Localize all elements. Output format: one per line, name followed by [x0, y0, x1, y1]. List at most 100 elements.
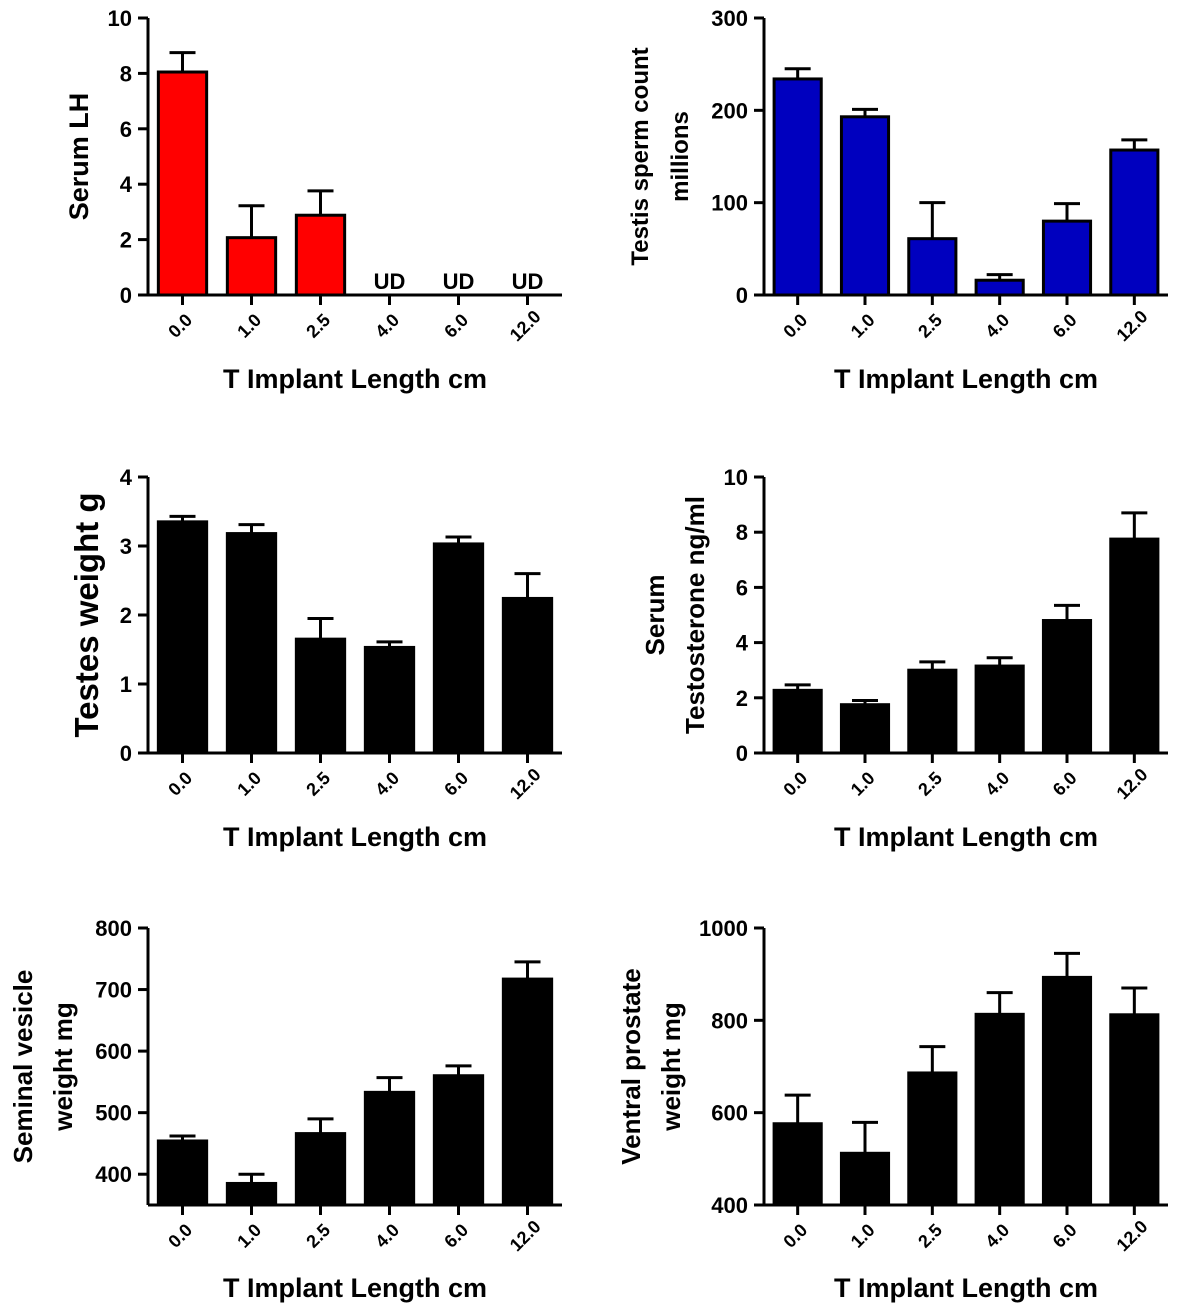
x-tick-label: 0.0	[780, 1220, 812, 1252]
y-tick-label: 6	[736, 575, 748, 600]
bar	[772, 77, 823, 297]
x-tick-label: 1.0	[847, 310, 879, 342]
y-tick-label: 1	[120, 672, 132, 697]
y-tick-label: 10	[724, 465, 748, 490]
bar	[1041, 975, 1093, 1207]
bar	[1109, 537, 1160, 755]
bar	[1109, 148, 1160, 297]
x-tick-label: 12.0	[1113, 306, 1152, 345]
bar	[363, 645, 416, 755]
x-tick-label: 0.0	[780, 310, 812, 342]
bar-value-label: UD	[374, 269, 406, 294]
x-tick-label: 4.0	[982, 768, 1014, 800]
y-tick-label: 3	[120, 534, 132, 559]
chart-panel-2: 0 100 200 300 0.0 1.0 2.5 4.0 6.0 12.0 Testis sper…	[627, 6, 1168, 394]
y-tick-label: 0	[736, 283, 748, 308]
y-tick-label: 300	[711, 6, 748, 31]
y-tick-label: 800	[95, 916, 132, 941]
y-axis-label: weight mg	[48, 1002, 78, 1132]
y-tick-label: 400	[95, 1162, 132, 1187]
x-axis-label: T Implant Length cm	[223, 822, 487, 852]
x-tick-label: 6.0	[1049, 310, 1081, 342]
bar	[501, 977, 554, 1207]
bar	[907, 237, 958, 297]
y-tick-label: 0	[736, 741, 748, 766]
x-tick-label: 1.0	[233, 310, 265, 342]
x-tick-label: 2.5	[914, 1220, 946, 1252]
bar	[1109, 1013, 1160, 1207]
bar	[432, 1074, 485, 1207]
y-tick-label: 0	[120, 283, 132, 308]
x-tick-label: 12.0	[506, 764, 545, 803]
x-tick-label: 6.0	[1049, 768, 1081, 800]
x-tick-label: 12.0	[506, 306, 545, 345]
bar	[156, 1139, 209, 1207]
x-tick-label: 12.0	[1113, 1216, 1152, 1255]
y-axis-label: Serum	[640, 575, 670, 656]
x-tick-label: 4.0	[371, 1220, 403, 1252]
bar	[1041, 619, 1093, 755]
chart-panel-6: 400 600 800 1000 0.0 1.0 2.5 4.0 6.0 12.0 Ventral …	[616, 916, 1168, 1303]
x-tick-label: 4.0	[982, 1220, 1014, 1252]
x-tick-label: 2.5	[302, 1220, 334, 1252]
bar	[772, 688, 823, 755]
bar	[1041, 219, 1093, 297]
x-tick-label: 2.5	[302, 768, 334, 800]
bar	[839, 703, 891, 755]
x-axis-label: T Implant Length cm	[223, 1273, 487, 1303]
y-tick-label: 100	[711, 191, 748, 216]
y-tick-label: 6	[120, 117, 132, 142]
bar	[974, 1012, 1025, 1207]
chart-panel-5: 400 500 600 700 800 0.0 1.0 2.5 4.0 6.0 12.0 Semina…	[8, 916, 562, 1303]
y-axis-label: Testosterone ng/ml	[680, 496, 710, 734]
y-tick-label: 400	[711, 1193, 748, 1218]
y-axis-label: millions	[667, 111, 694, 202]
x-tick-label: 0.0	[780, 768, 812, 800]
x-axis-label: T Implant Length cm	[834, 822, 1098, 852]
y-tick-label: 8	[736, 520, 748, 545]
y-tick-label: 500	[95, 1101, 132, 1126]
bar	[294, 1132, 347, 1207]
bar	[294, 213, 347, 297]
y-tick-label: 0	[120, 741, 132, 766]
y-axis-label: Testes weight g	[68, 492, 105, 737]
y-axis-label: Serum LH	[64, 93, 94, 221]
x-tick-label: 1.0	[233, 768, 265, 800]
x-tick-label: 1.0	[847, 1220, 879, 1252]
y-axis-label: Ventral prostate	[616, 968, 646, 1165]
y-tick-label: 4	[120, 465, 133, 490]
x-tick-label: 2.5	[302, 310, 334, 342]
x-tick-label: 12.0	[1113, 764, 1152, 803]
x-tick-label: 0.0	[164, 768, 196, 800]
bar	[225, 532, 278, 755]
y-tick-label: 4	[120, 172, 133, 197]
bar-value-label: UD	[443, 269, 475, 294]
bar	[225, 236, 278, 297]
bar	[974, 664, 1025, 755]
x-tick-label: 6.0	[440, 310, 472, 342]
bar-value-label: UD	[512, 269, 544, 294]
x-tick-label: 2.5	[914, 310, 946, 342]
y-tick-label: 200	[711, 98, 748, 123]
chart-panel-3: 0 1 2 3 4 0.0 1.0 2.5 4.0 6.0 12.0 Testes weight g T…	[68, 465, 562, 852]
chart-panel-1: 0 2 4 6 8 10 0.0 1.0 2.5 4.0 UD 6.0 UD 12.0 UD Serum LH…	[64, 6, 562, 394]
y-tick-label: 2	[736, 686, 748, 711]
x-tick-label: 4.0	[371, 768, 403, 800]
x-tick-label: 0.0	[164, 1220, 196, 1252]
y-tick-label: 600	[711, 1101, 748, 1126]
bar	[156, 70, 209, 297]
x-tick-label: 6.0	[440, 1220, 472, 1252]
y-tick-label: 8	[120, 61, 132, 86]
y-tick-label: 2	[120, 228, 132, 253]
y-tick-label: 700	[95, 978, 132, 1003]
bar	[839, 1151, 891, 1207]
x-tick-label: 2.5	[914, 768, 946, 800]
x-tick-label: 0.0	[164, 310, 196, 342]
x-axis-label: T Implant Length cm	[834, 364, 1098, 394]
bar	[294, 637, 347, 755]
x-tick-label: 1.0	[233, 1220, 265, 1252]
x-tick-label: 12.0	[506, 1216, 545, 1255]
x-tick-label: 6.0	[440, 768, 472, 800]
x-tick-label: 4.0	[371, 310, 403, 342]
